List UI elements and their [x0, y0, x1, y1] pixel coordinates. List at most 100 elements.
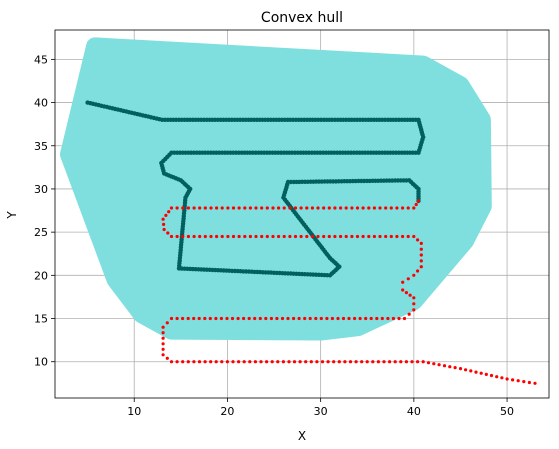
data-point [348, 360, 353, 364]
data-point [162, 222, 166, 226]
data-point [360, 360, 364, 364]
data-point [432, 362, 436, 366]
data-point [299, 206, 303, 210]
data-point [397, 316, 401, 321]
data-point [412, 273, 416, 277]
data-point [308, 316, 312, 321]
data-point [237, 206, 241, 210]
data-point [355, 206, 360, 210]
data-point [280, 316, 285, 321]
data-point [412, 234, 416, 239]
y-tick-label: 10 [34, 356, 48, 369]
data-point [230, 316, 235, 321]
data-point [376, 360, 380, 364]
data-point [322, 206, 326, 210]
data-point [254, 206, 258, 210]
data-point [220, 234, 224, 239]
data-point [375, 316, 379, 321]
data-point [169, 360, 174, 364]
data-point [209, 206, 213, 210]
x-tick-label: 50 [500, 405, 514, 418]
data-point [310, 234, 314, 239]
data-point [419, 259, 423, 263]
data-point [269, 316, 273, 321]
plot-frame [54, 29, 550, 399]
data-point [175, 316, 179, 321]
data-point [175, 360, 179, 364]
data-point [378, 234, 382, 239]
data-point [309, 360, 313, 364]
data-point [407, 312, 411, 316]
data-point [270, 360, 274, 364]
data-point [516, 379, 520, 383]
data-point [319, 316, 323, 321]
data-point [347, 316, 351, 321]
data-point [332, 360, 336, 364]
data-point [192, 234, 196, 239]
hull-layer [60, 37, 492, 341]
data-point [401, 234, 405, 239]
data-point [248, 360, 252, 364]
data-point [408, 293, 412, 297]
data-point [416, 199, 421, 203]
data-point [162, 227, 166, 232]
y-tick-label: 35 [34, 140, 48, 153]
data-point [401, 206, 405, 210]
data-point [181, 234, 185, 239]
data-point [393, 360, 397, 364]
data-point [259, 360, 263, 364]
data-point [282, 206, 286, 210]
data-point [316, 234, 320, 239]
data-point [277, 234, 281, 239]
data-point [282, 234, 286, 239]
data-point [336, 316, 340, 321]
data-point [237, 360, 241, 364]
data-point [406, 234, 410, 239]
data-point [325, 316, 329, 321]
data-point [169, 316, 174, 321]
data-point [277, 206, 281, 210]
data-point [161, 331, 165, 335]
data-point [412, 296, 416, 300]
data-point [236, 316, 240, 321]
data-point [265, 234, 269, 239]
data-point [253, 316, 257, 321]
convex-hull-area [60, 37, 492, 341]
data-point [225, 316, 229, 321]
data-point [293, 234, 298, 239]
data-point [395, 206, 399, 210]
data-point [355, 234, 360, 239]
data-point [419, 253, 423, 257]
data-point [343, 360, 347, 364]
data-point [327, 234, 331, 239]
data-point [203, 234, 207, 239]
data-point [214, 316, 218, 321]
data-point [353, 316, 357, 321]
data-point [421, 360, 425, 364]
data-point [416, 238, 420, 242]
x-axis-label: X [298, 429, 306, 443]
y-tick-label: 45 [34, 53, 48, 66]
data-point [371, 360, 375, 364]
data-point [464, 368, 468, 372]
data-point [437, 363, 441, 367]
data-point [165, 356, 169, 360]
data-point [367, 234, 371, 239]
data-point [305, 234, 309, 239]
data-point [339, 206, 343, 210]
data-point [186, 234, 190, 239]
data-point [271, 234, 275, 239]
data-point [161, 217, 165, 221]
data-point [243, 234, 247, 239]
data-point [265, 360, 269, 364]
data-point [527, 380, 532, 385]
data-point [175, 234, 179, 239]
data-point [286, 316, 290, 321]
y-tick-label: 20 [34, 269, 48, 282]
data-point [365, 360, 369, 364]
data-point [181, 206, 185, 210]
data-point [320, 360, 325, 364]
data-point [389, 206, 393, 210]
data-point [198, 206, 202, 210]
data-point [399, 360, 403, 364]
